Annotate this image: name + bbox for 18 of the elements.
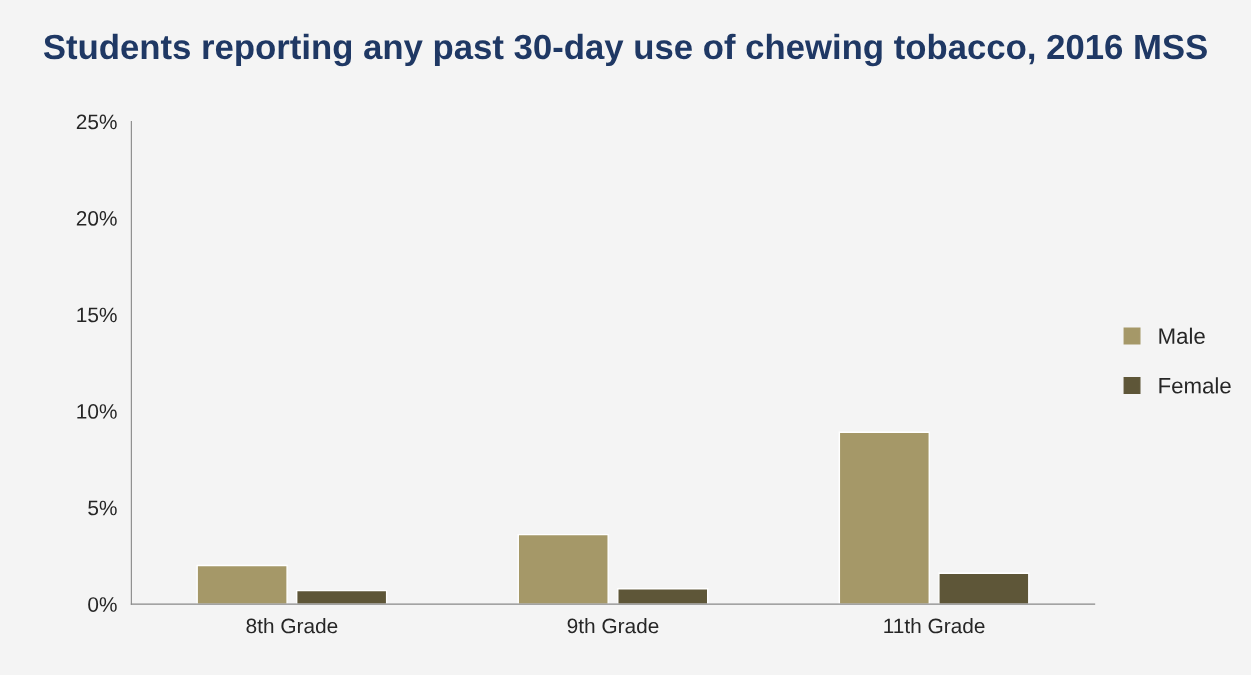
y-tick-label: 10%	[77, 404, 117, 419]
x-tick-label: 11th Grade	[884, 618, 985, 634]
bar	[196, 564, 288, 605]
y-tick-label: 5%	[88, 500, 117, 516]
legend-label: Female	[1159, 377, 1231, 394]
bar	[938, 572, 1030, 605]
bar	[517, 533, 609, 605]
y-tick-label: 15%	[77, 307, 117, 323]
chart-title: Students reporting any past 30-day use of chewing tobacco, 2016 MSS	[43, 33, 1207, 67]
legend-label: Male	[1159, 327, 1205, 344]
bar	[296, 589, 388, 605]
y-tick-label: 20%	[76, 211, 117, 226]
x-tick-label: 8th Grade	[246, 618, 338, 634]
y-tick-label: 0%	[88, 597, 117, 612]
bar	[617, 587, 709, 605]
y-tick-label: 25%	[76, 114, 117, 130]
bar	[838, 431, 930, 605]
x-tick-label: 9th Grade	[567, 618, 659, 634]
